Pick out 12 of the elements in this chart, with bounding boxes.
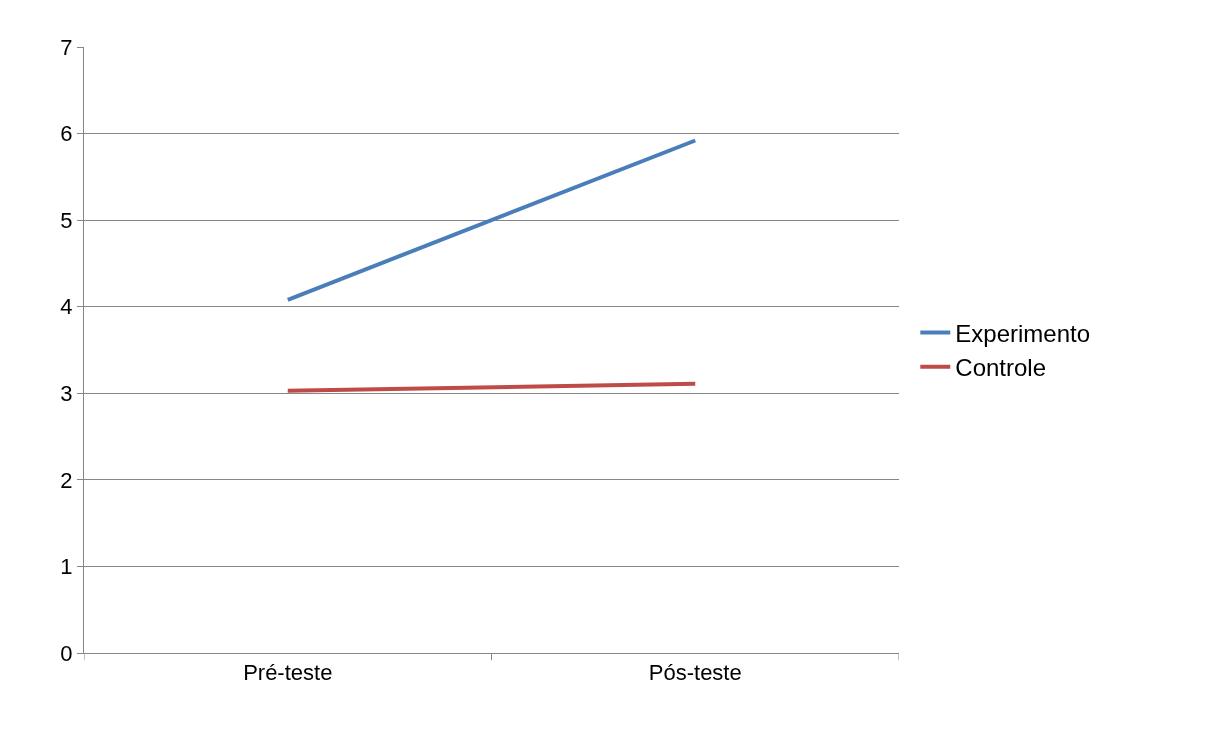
- y-tick-label: 4: [60, 294, 73, 320]
- legend-label: Experimento: [955, 319, 1091, 347]
- x-tick-label: Pós-teste: [648, 660, 742, 686]
- y-tick-label: 5: [60, 207, 73, 233]
- legend-label: Controle: [955, 354, 1047, 382]
- y-tick-label: 1: [60, 554, 73, 580]
- y-tick-label: 3: [60, 380, 73, 406]
- y-tick-label: 0: [60, 640, 73, 666]
- y-tick-label: 2: [60, 467, 73, 493]
- x-tick-label: Pré-teste: [243, 660, 333, 686]
- y-tick-label: 7: [60, 34, 73, 60]
- y-tick-label: 6: [60, 121, 73, 147]
